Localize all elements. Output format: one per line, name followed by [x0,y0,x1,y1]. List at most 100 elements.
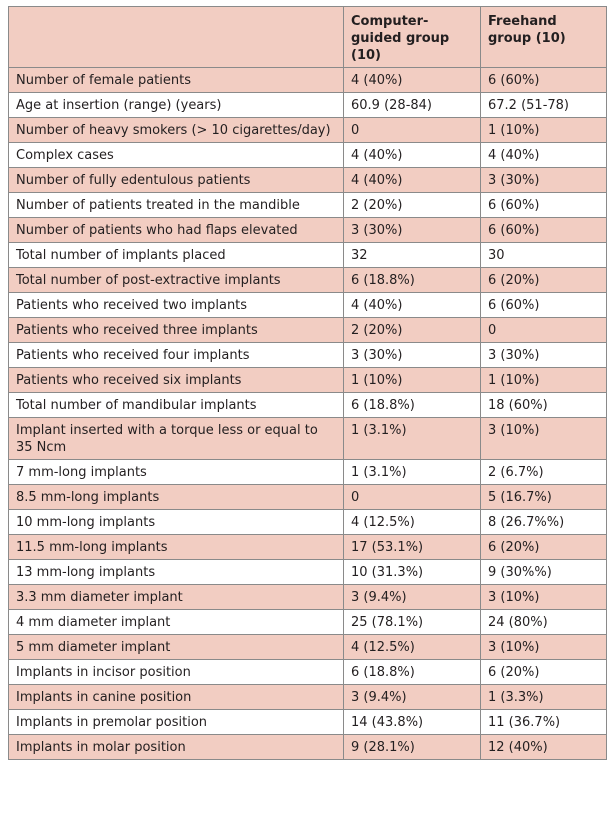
row-label-cell: Total number of post-extractive implants [8,267,344,293]
row-label-cell: Number of female patients [8,67,344,93]
computer-guided-cell: 9 (28.1%) [343,734,481,760]
freehand-cell: 3 (10%) [480,417,607,460]
freehand-cell: 30 [480,242,607,268]
computer-guided-cell: 10 (31.3%) [343,559,481,585]
row-label-cell: Complex cases [8,142,344,168]
table-row: 7 mm-long implants 1 (3.1%) 2 (6.7%) [8,459,607,485]
table-row: Number of fully edentulous patients 4 (40… [8,167,607,193]
computer-guided-cell: 6 (18.8%) [343,659,481,685]
table-row: 13 mm-long implants 10 (31.3%) 9 (30%%) [8,559,607,585]
computer-guided-cell: 4 (40%) [343,67,481,93]
table-row: Number of heavy smokers (> 10 cigarettes… [8,117,607,143]
table-row: Age at insertion (range) (years) 60.9 (28… [8,92,607,118]
table-row: 10 mm-long implants 4 (12.5%) 8 (26.7%%) [8,509,607,535]
table-row: Implant inserted with a torque less or e… [8,417,607,460]
table-row: Complex cases 4 (40%) 4 (40%) [8,142,607,168]
computer-guided-cell: 3 (9.4%) [343,584,481,610]
row-label-cell: 4 mm diameter implant [8,609,344,635]
computer-guided-cell: 0 [343,117,481,143]
table-row: Patients who received four implants 3 (30… [8,342,607,368]
row-label-cell: 10 mm-long implants [8,509,344,535]
row-label-cell: 11.5 mm-long implants [8,534,344,560]
row-label-cell: Number of patients who had flaps elevate… [8,217,344,243]
row-label-cell: Patients who received three implants [8,317,344,343]
table-row: Total number of mandibular implants 6 (18… [8,392,607,418]
table-row: 4 mm diameter implant 25 (78.1%) 24 (80%) [8,609,607,635]
freehand-cell: 1 (3.3%) [480,684,607,710]
data-table: Computer-guided group (10) Freehand grou… [8,6,607,760]
freehand-cell: 6 (20%) [480,267,607,293]
computer-guided-cell: 2 (20%) [343,317,481,343]
row-label-cell: Total number of mandibular implants [8,392,344,418]
table-row: Number of patients who had flaps elevate… [8,217,607,243]
row-label-cell: Implants in incisor position [8,659,344,685]
table-row: Implants in incisor position 6 (18.8%) 6 (… [8,659,607,685]
header-cell-freehand: Freehand group (10) [480,6,607,68]
freehand-cell: 6 (60%) [480,67,607,93]
row-label-cell: Implant inserted with a torque less or e… [8,417,344,460]
freehand-cell: 3 (10%) [480,634,607,660]
computer-guided-cell: 4 (40%) [343,167,481,193]
computer-guided-cell: 6 (18.8%) [343,267,481,293]
freehand-cell: 9 (30%%) [480,559,607,585]
freehand-cell: 67.2 (51-78) [480,92,607,118]
computer-guided-cell: 2 (20%) [343,192,481,218]
computer-guided-cell: 1 (10%) [343,367,481,393]
table-row: Implants in premolar position 14 (43.8%) 1… [8,709,607,735]
freehand-cell: 3 (10%) [480,584,607,610]
table-header-row: Computer-guided group (10) Freehand grou… [8,6,607,68]
table-row: Implants in canine position 3 (9.4%) 1 (3.… [8,684,607,710]
row-label-cell: Total number of implants placed [8,242,344,268]
row-label-cell: Patients who received two implants [8,292,344,318]
freehand-cell: 18 (60%) [480,392,607,418]
row-label-cell: Number of heavy smokers (> 10 cigarettes… [8,117,344,143]
freehand-cell: 1 (10%) [480,367,607,393]
table-row: Patients who received six implants 1 (10%… [8,367,607,393]
freehand-cell: 6 (60%) [480,192,607,218]
row-label-cell: Implants in molar position [8,734,344,760]
header-cell-label [8,6,344,68]
table-row: 3.3 mm diameter implant 3 (9.4%) 3 (10%) [8,584,607,610]
freehand-cell: 2 (6.7%) [480,459,607,485]
freehand-cell: 11 (36.7%) [480,709,607,735]
computer-guided-cell: 14 (43.8%) [343,709,481,735]
row-label-cell: 3.3 mm diameter implant [8,584,344,610]
table-row: 11.5 mm-long implants 17 (53.1%) 6 (20%) [8,534,607,560]
row-label-cell: Implants in canine position [8,684,344,710]
freehand-cell: 6 (60%) [480,292,607,318]
table-row: Patients who received two implants 4 (40%… [8,292,607,318]
row-label-cell: 8.5 mm-long implants [8,484,344,510]
computer-guided-cell: 6 (18.8%) [343,392,481,418]
computer-guided-cell: 3 (30%) [343,217,481,243]
computer-guided-cell: 3 (30%) [343,342,481,368]
row-label-cell: Number of patients treated in the mandib… [8,192,344,218]
freehand-cell: 3 (30%) [480,167,607,193]
computer-guided-cell: 1 (3.1%) [343,417,481,460]
computer-guided-cell: 4 (40%) [343,292,481,318]
table-row: Number of female patients 4 (40%) 6 (60%) [8,67,607,93]
computer-guided-cell: 3 (9.4%) [343,684,481,710]
computer-guided-cell: 4 (12.5%) [343,509,481,535]
computer-guided-cell: 4 (40%) [343,142,481,168]
table-row: Total number of post-extractive implants… [8,267,607,293]
row-label-cell: 5 mm diameter implant [8,634,344,660]
table-row: 5 mm diameter implant 4 (12.5%) 3 (10%) [8,634,607,660]
row-label-cell: Age at insertion (range) (years) [8,92,344,118]
row-label-cell: 13 mm-long implants [8,559,344,585]
freehand-cell: 24 (80%) [480,609,607,635]
computer-guided-cell: 1 (3.1%) [343,459,481,485]
table-body: Number of female patients 4 (40%) 6 (60%) A… [8,67,607,760]
row-label-cell: Implants in premolar position [8,709,344,735]
freehand-cell: 8 (26.7%%) [480,509,607,535]
freehand-cell: 6 (20%) [480,659,607,685]
freehand-cell: 6 (20%) [480,534,607,560]
row-label-cell: Number of fully edentulous patients [8,167,344,193]
computer-guided-cell: 60.9 (28-84) [343,92,481,118]
computer-guided-cell: 32 [343,242,481,268]
freehand-cell: 3 (30%) [480,342,607,368]
freehand-cell: 1 (10%) [480,117,607,143]
computer-guided-cell: 0 [343,484,481,510]
row-label-cell: Patients who received four implants [8,342,344,368]
freehand-cell: 0 [480,317,607,343]
